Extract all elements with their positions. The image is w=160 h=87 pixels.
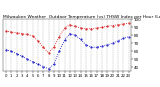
Text: Milwaukee Weather  Outdoor Temperature (vs) THSW Index per Hour (Last 24 Hours): Milwaukee Weather Outdoor Temperature (v… [3, 15, 160, 19]
